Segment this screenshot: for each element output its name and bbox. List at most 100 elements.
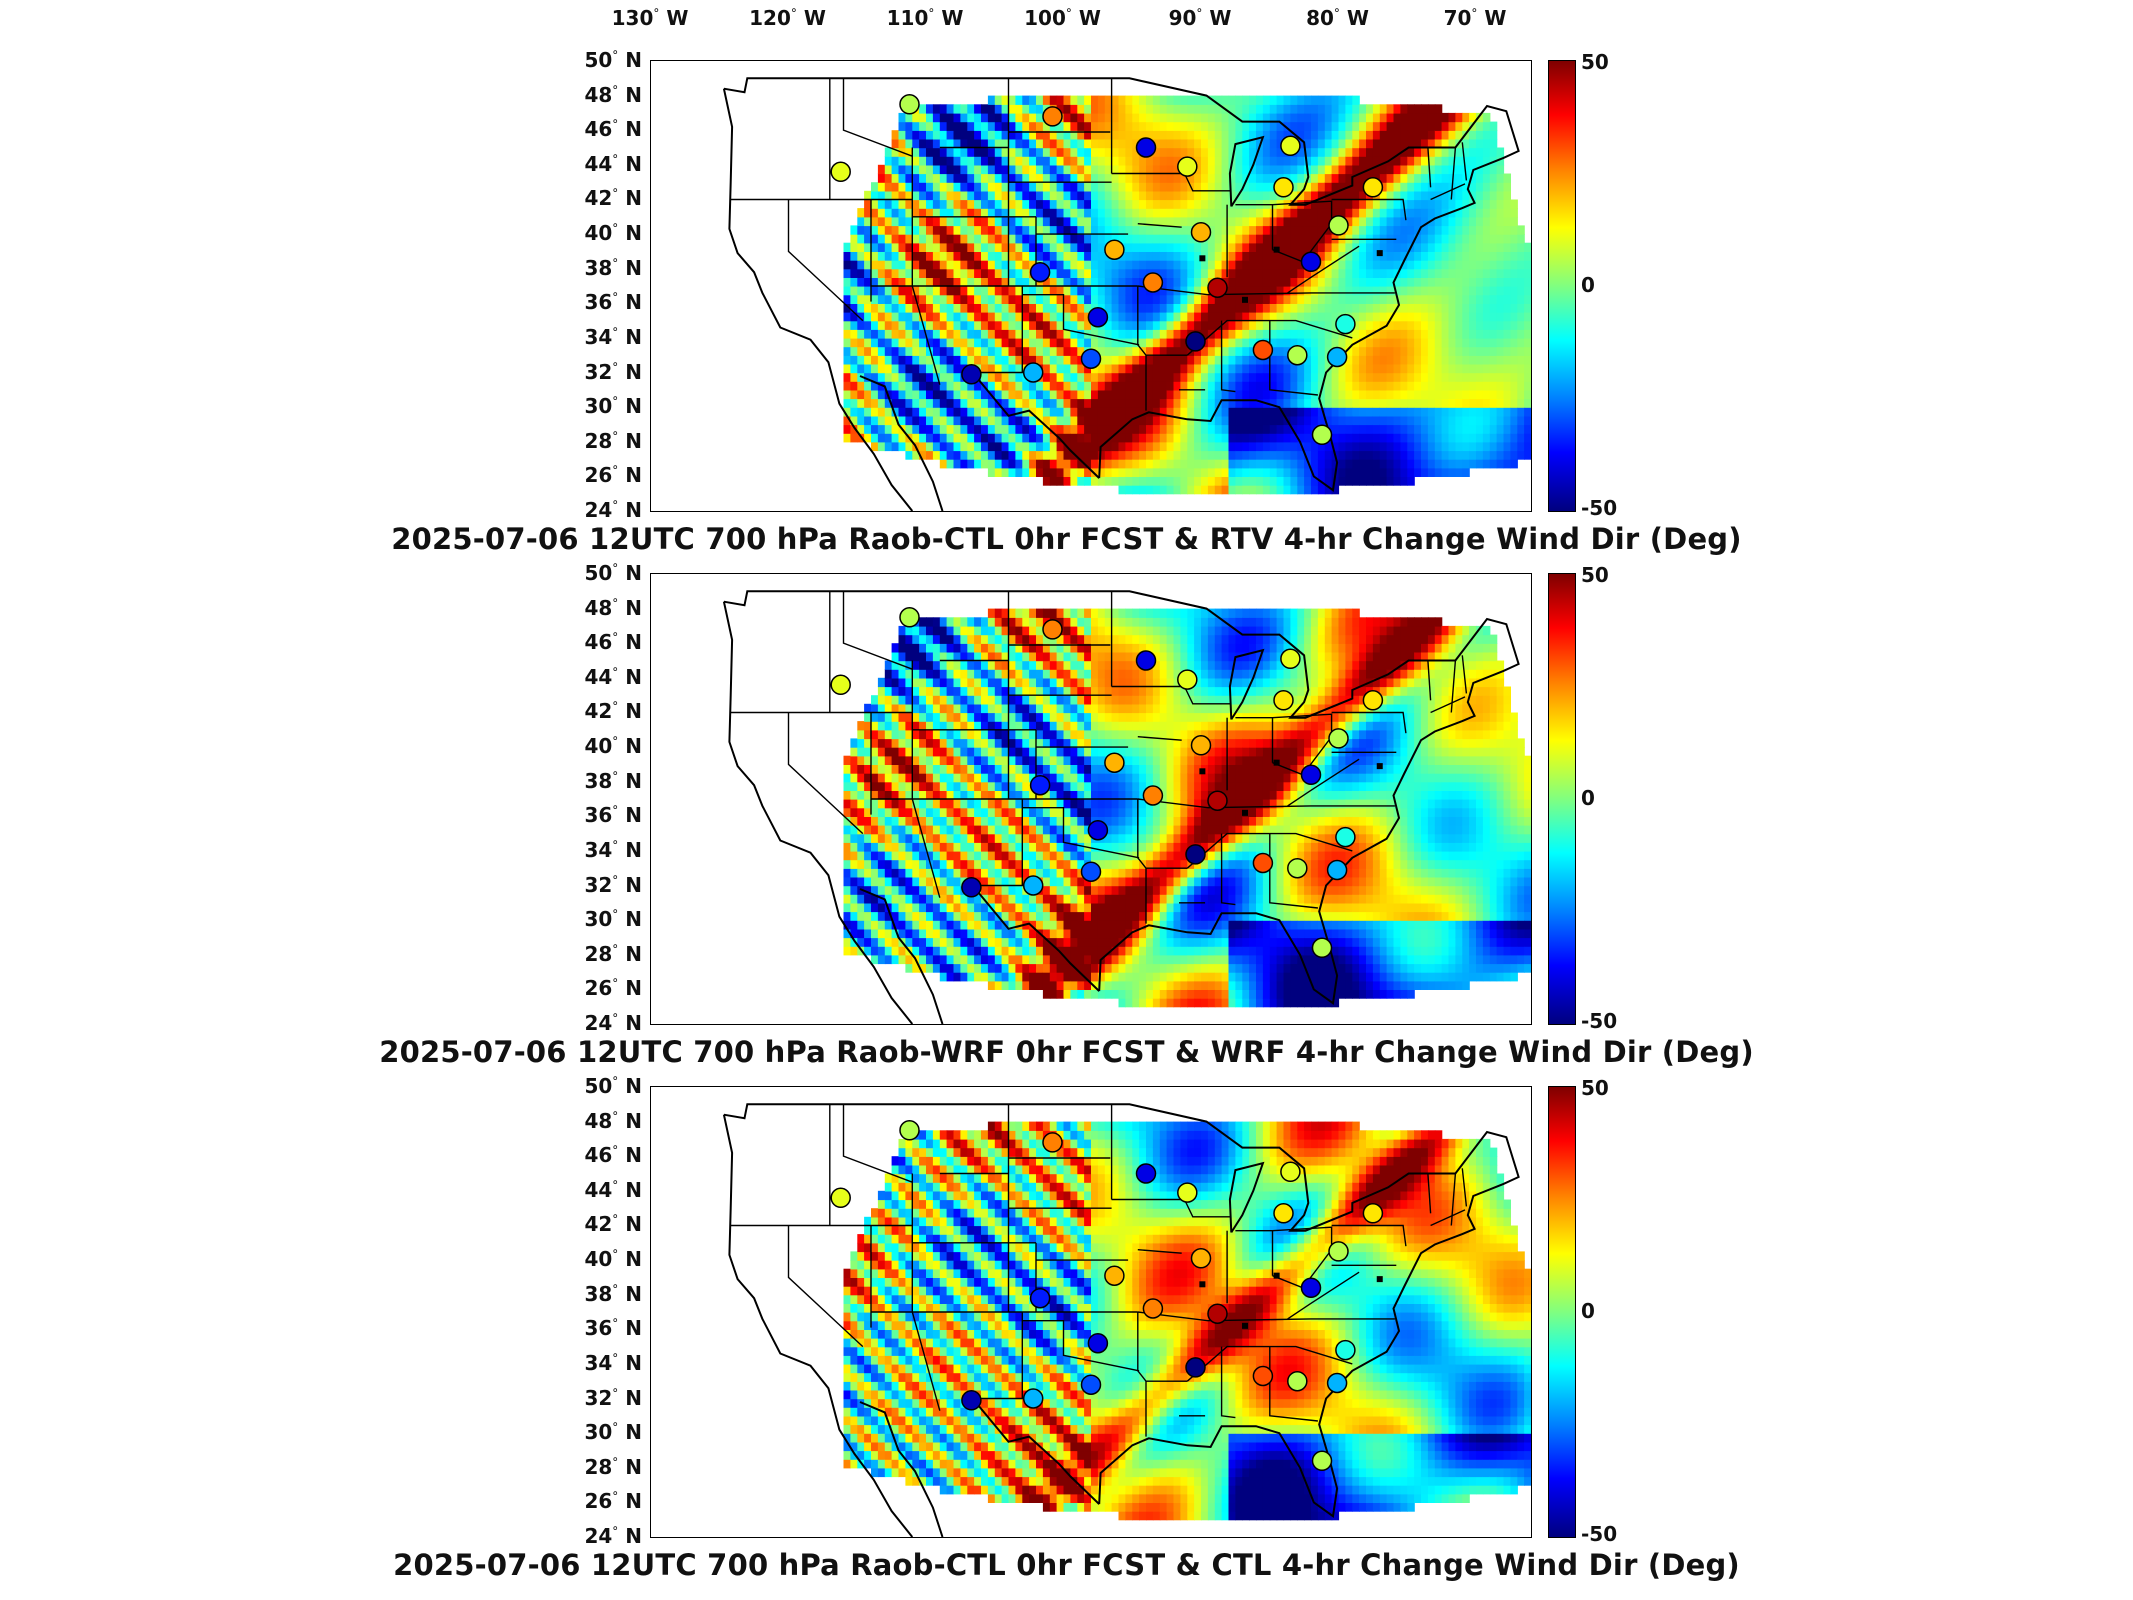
raob-station-marker [1335, 313, 1356, 335]
latitude-label: 38° N [584, 1281, 642, 1306]
raob-station-marker [1029, 774, 1051, 796]
city-marker [1199, 255, 1206, 262]
latitude-label: 36° N [584, 290, 642, 315]
raob-station-marker [961, 877, 982, 898]
raob-station-marker [1142, 785, 1164, 806]
raob-station-marker [1029, 261, 1051, 283]
state-border [1461, 142, 1468, 181]
raob-station-marker [1177, 156, 1198, 177]
colorbar [1548, 573, 1576, 1025]
longitude-label: 100° W [1024, 6, 1101, 30]
raob-station-marker [1207, 1303, 1228, 1324]
latitude-label: 34° N [584, 837, 642, 862]
raob-station-marker [1080, 1374, 1102, 1395]
raob-station-marker [1328, 215, 1349, 236]
raob-stations [830, 607, 1384, 959]
raob-station-marker [1287, 857, 1308, 879]
coastline [859, 1401, 944, 1537]
latitude-label: 34° N [584, 1350, 642, 1375]
city-marker [1199, 768, 1206, 775]
colorbar-tick-label: -50 [1581, 496, 1618, 520]
raob-station-marker [1252, 339, 1274, 361]
state-border [842, 78, 913, 157]
colorbar [1548, 60, 1576, 512]
state-border [972, 286, 1023, 374]
state-border [1461, 655, 1468, 694]
state-border [1183, 1199, 1232, 1218]
wind-change-field [843, 95, 1531, 495]
raob-station-marker [1362, 177, 1384, 198]
state-border [972, 799, 1023, 887]
state-border [1137, 736, 1182, 741]
latitude-label: 38° N [584, 768, 642, 793]
raob-station-marker [1190, 222, 1212, 243]
raob-station-marker [1335, 826, 1356, 848]
raob-station-marker [1104, 1265, 1125, 1286]
raob-station-marker [1135, 650, 1157, 671]
latitude-label: 26° N [584, 463, 642, 488]
raob-station-marker [1335, 1339, 1356, 1361]
wind-change-field [843, 1121, 1531, 1521]
colorbar [1548, 1086, 1576, 1538]
raob-station-marker [1300, 1277, 1322, 1299]
raob-station-marker [1042, 619, 1063, 640]
coastline [859, 375, 944, 511]
raob-station-marker [1104, 239, 1125, 260]
latitude-label: 24° N [584, 1524, 642, 1548]
colorbar-tick-label: 0 [1581, 273, 1595, 297]
colorbar-tick-label: -50 [1581, 1522, 1618, 1546]
raob-station-marker [1135, 137, 1157, 158]
raob-stations [830, 1120, 1384, 1472]
latitude-label: 44° N [584, 664, 642, 689]
state-border [1427, 147, 1432, 188]
state-border [1450, 1173, 1457, 1226]
coastline [722, 88, 914, 511]
map-panel: 50° N 48° N 46° N 44° N 42° N 40° N 38° N 36° N… [0, 48, 2133, 570]
raob-station-marker [1042, 106, 1063, 127]
raob-station-marker [1287, 344, 1308, 366]
latitude-label: 30° N [584, 1420, 642, 1445]
state-border [1461, 1168, 1468, 1207]
raob-station-marker [1080, 861, 1102, 882]
raob-station-marker [1022, 362, 1044, 383]
raob-station-marker [1087, 819, 1109, 841]
raob-station-marker [1280, 648, 1301, 670]
wind-direction-map [650, 60, 1532, 512]
latitude-label: 40° N [584, 221, 642, 246]
wind-change-field [843, 608, 1531, 1008]
colorbar-tick-label: 0 [1581, 786, 1595, 810]
state-border [842, 591, 913, 670]
colorbar-tick-label: -50 [1581, 1009, 1618, 1033]
raob-station-marker [1326, 346, 1348, 368]
latitude-label: 30° N [584, 394, 642, 419]
raob-station-marker [1022, 875, 1044, 896]
latitude-label: 42° N [584, 1212, 642, 1237]
state-border [1287, 758, 1360, 807]
coastline [974, 375, 1100, 479]
coastline [722, 601, 914, 1024]
latitude-label: 28° N [584, 941, 642, 966]
state-border [1220, 833, 1236, 906]
raob-station-marker [830, 161, 851, 183]
latitude-label: 28° N [584, 428, 642, 453]
state-border [842, 1104, 913, 1183]
colorbar-tick-label: 50 [1581, 1076, 1609, 1100]
coastline [974, 1401, 1100, 1505]
state-border [1022, 1319, 1140, 1372]
raob-station-marker [961, 1390, 982, 1411]
panel-title: 2025-07-06 12UTC 700 hPa Raob-CTL 0hr FC… [393, 1548, 1740, 1582]
raob-station-marker [1311, 1450, 1333, 1472]
raob-station-marker [1252, 1365, 1274, 1387]
latitude-label: 44° N [584, 1177, 642, 1202]
city-marker [1376, 1276, 1383, 1283]
longitude-label: 130° W [611, 6, 689, 30]
city-marker [1199, 1281, 1206, 1288]
latitude-label: 46° N [584, 630, 642, 655]
latitude-label: 32° N [584, 1385, 642, 1410]
raob-station-marker [830, 1187, 851, 1209]
wind-direction-map [650, 573, 1532, 1025]
latitude-label: 32° N [584, 359, 642, 384]
latitude-label: 46° N [584, 117, 642, 142]
state-border [1450, 147, 1457, 200]
raob-station-marker [1142, 272, 1164, 293]
